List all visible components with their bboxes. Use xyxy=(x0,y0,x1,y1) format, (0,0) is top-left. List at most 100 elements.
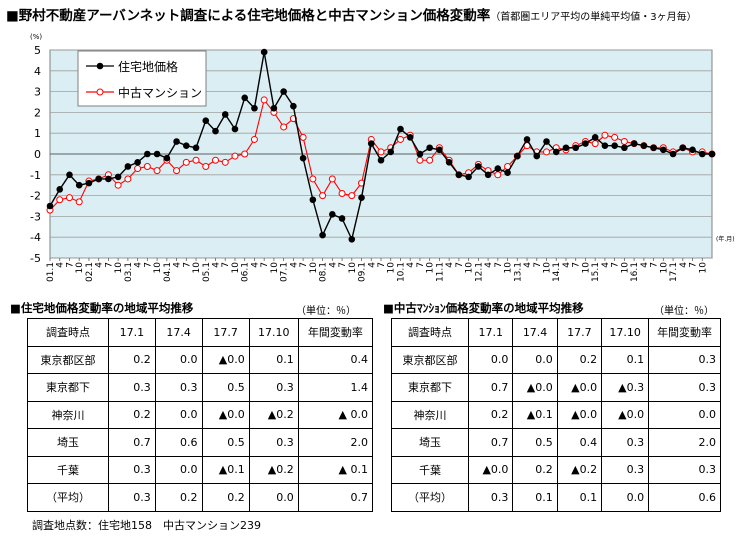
table-row-label: 東京都区部 xyxy=(390,345,470,374)
table-cell: 0.0 xyxy=(601,483,650,512)
data-point xyxy=(367,140,375,147)
x-tick-label: 7 xyxy=(299,262,309,268)
table-cell: ▲ 0.0 xyxy=(297,400,374,429)
x-tick-label: 10 xyxy=(348,262,358,274)
table-cell: 0.2 xyxy=(154,483,203,512)
x-tick-label: 10 xyxy=(543,262,553,274)
table-cell: 0.3 xyxy=(154,373,203,402)
table-cell: 0.2 xyxy=(108,400,156,429)
x-tick-label: 12.1 xyxy=(474,262,484,282)
data-point xyxy=(387,148,395,156)
table-row: 東京都区部 0.0 0.0 0.2 0.1 0.3 xyxy=(390,345,721,374)
table-row-label: 東京都区部 xyxy=(27,345,109,374)
table-cell: 0.3 xyxy=(468,483,514,512)
data-point xyxy=(163,154,171,162)
data-point xyxy=(114,181,122,189)
x-tick-label: 4 xyxy=(95,262,105,268)
data-point xyxy=(221,111,229,118)
x-tick-label: 10 xyxy=(387,262,397,274)
table-row: 神奈川 0.2 ▲0.1 ▲0.0 ▲0.0 0.0 xyxy=(390,400,721,429)
x-tick-label: 16.1 xyxy=(630,262,640,282)
data-point xyxy=(504,169,511,177)
condo-table-unit: （単位：％） xyxy=(654,306,714,317)
data-point xyxy=(348,192,356,200)
table-cell: 0.1 xyxy=(601,345,650,374)
data-point xyxy=(192,156,200,164)
table-cell: 0.0 xyxy=(512,345,558,374)
data-point xyxy=(124,163,132,170)
table-row: 千葉 0.3 0.0 ▲0.1 ▲0.2 ▲ 0.1 xyxy=(27,455,374,484)
x-tick-label: 4 xyxy=(562,262,572,268)
data-point xyxy=(309,196,317,204)
data-point xyxy=(280,88,287,95)
x-tick-label: 06.1 xyxy=(241,262,251,282)
table-row-label: （平均） xyxy=(390,483,470,512)
data-point xyxy=(56,196,64,204)
x-tick-label: 4 xyxy=(406,262,416,268)
data-point xyxy=(513,152,521,160)
x-tick-label: 10.1 xyxy=(396,262,406,282)
table-cell: 0.3 xyxy=(108,373,156,402)
x-tick-label: 10 xyxy=(192,262,202,274)
table-cell: ▲0.1 xyxy=(201,455,250,484)
data-point xyxy=(114,173,122,181)
data-point xyxy=(358,194,365,201)
y-tick-label: -1 xyxy=(30,169,41,182)
table-header-cell: 17.7 xyxy=(556,318,603,347)
x-tick-label: 7 xyxy=(533,262,543,268)
y-tick-label: 4 xyxy=(34,65,41,78)
data-point xyxy=(679,144,687,152)
x-tick-label: 07.1 xyxy=(280,262,290,282)
x-tick-label: 4 xyxy=(523,262,533,268)
data-point xyxy=(484,171,492,179)
table-cell: 0.3 xyxy=(648,455,721,484)
x-tick-label: 4 xyxy=(328,262,338,268)
x-tick-label: 03.1 xyxy=(124,262,134,282)
data-point xyxy=(494,171,502,179)
data-point xyxy=(75,198,83,206)
data-point xyxy=(650,144,657,152)
data-point xyxy=(328,175,336,183)
table-cell: 0.6 xyxy=(154,428,203,457)
y-tick-label: 0 xyxy=(34,148,41,161)
data-point xyxy=(475,163,482,170)
table-cell: 0.2 xyxy=(512,455,558,484)
data-point xyxy=(698,150,706,158)
table-cell: 0.5 xyxy=(512,428,558,457)
data-point xyxy=(591,140,599,148)
data-point xyxy=(153,150,161,158)
data-point xyxy=(231,152,239,160)
x-tick-label: 4 xyxy=(367,262,377,268)
data-point xyxy=(630,140,638,147)
x-tick-label: 7 xyxy=(572,262,582,268)
x-unit-label: (年.月) xyxy=(716,235,735,243)
x-tick-label: 7 xyxy=(143,262,153,268)
chart-title: ■野村不動産アーバンネット調査による住宅地価格と中古マンション価格変動率（首都圏… xyxy=(6,4,697,24)
table-header-cell: 17.4 xyxy=(154,318,203,347)
table-cell: 0.2 xyxy=(468,400,514,429)
x-tick-label: 4 xyxy=(640,262,650,268)
table-cell: 0.4 xyxy=(297,345,374,374)
table-header-row: 調査時点 17.1 17.4 17.7 17.10 年間変動率 xyxy=(390,318,721,347)
data-point xyxy=(494,165,502,172)
data-point xyxy=(182,158,190,166)
table-row-label: 千葉 xyxy=(390,455,470,484)
table-cell: 0.0 xyxy=(248,483,299,512)
data-point xyxy=(582,140,589,147)
data-point xyxy=(319,192,327,200)
data-point xyxy=(708,150,716,158)
data-point xyxy=(611,142,618,149)
x-tick-label: 4 xyxy=(601,262,611,268)
data-point xyxy=(397,125,404,133)
data-point xyxy=(543,148,550,156)
x-tick-label: 4 xyxy=(445,262,455,268)
table-cell: 0.1 xyxy=(512,483,558,512)
table-cell: ▲0.0 xyxy=(601,400,650,429)
table-row-label: 埼玉 xyxy=(390,428,470,457)
data-point xyxy=(202,162,210,170)
table-cell: 0.0 xyxy=(154,455,203,484)
table-cell: 2.0 xyxy=(648,428,721,457)
table-cell: 0.3 xyxy=(601,428,650,457)
table-cell: 0.3 xyxy=(601,455,650,484)
x-tick-label: 7 xyxy=(104,262,114,268)
